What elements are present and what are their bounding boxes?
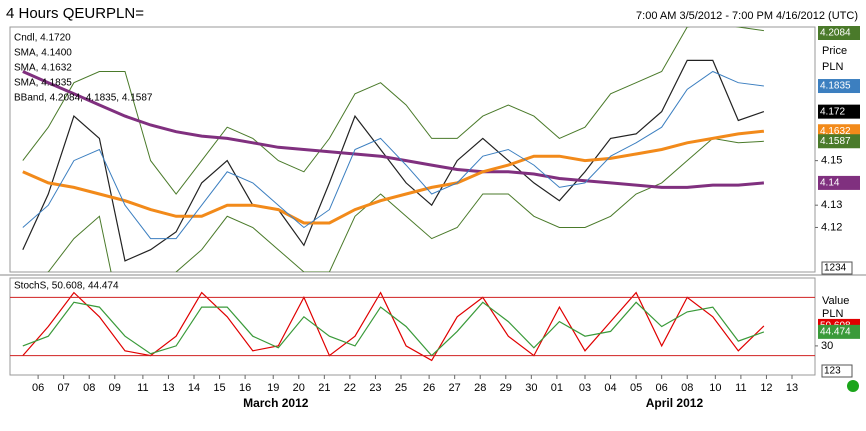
last-value-badge: 4.1632 xyxy=(820,126,851,137)
panel-tag-box xyxy=(821,261,853,275)
x-tick-label: 13 xyxy=(162,382,174,394)
month-label: April 2012 xyxy=(646,396,704,410)
y-tick-label: 4.13 xyxy=(821,199,842,211)
price-panel xyxy=(9,26,816,273)
series-line xyxy=(22,129,765,225)
legend-entry: SMA, 4.1632 xyxy=(14,63,72,74)
series-line xyxy=(22,291,765,362)
x-tick-label: 10 xyxy=(709,382,721,394)
last-value-badge-bg xyxy=(818,104,860,119)
band-badge-bg xyxy=(818,26,860,40)
date-range: 7:00 AM 3/5/2012 - 7:00 PM 4/16/2012 (UT… xyxy=(636,10,858,22)
x-tick-label: 20 xyxy=(293,382,305,394)
x-tick-label: 06 xyxy=(656,382,668,394)
series-line xyxy=(22,70,764,240)
last-value-badge: 4.172 xyxy=(820,106,845,117)
plot-area xyxy=(22,291,765,362)
x-tick-label: 12 xyxy=(760,382,772,394)
status-dot xyxy=(847,380,859,392)
band-lower xyxy=(47,137,764,272)
axis-label: Price xyxy=(822,45,847,57)
x-tick-label: 13 xyxy=(786,382,798,394)
x-tick-label: 09 xyxy=(109,382,121,394)
x-tick-label: 29 xyxy=(500,382,512,394)
series-line xyxy=(22,70,765,189)
last-value-badge-bg xyxy=(818,324,860,339)
band-badge: 4.1587 xyxy=(820,136,851,147)
x-tick-label: 08 xyxy=(83,382,95,394)
series-line xyxy=(22,301,765,357)
x-tick-label: 07 xyxy=(58,382,70,394)
unit-label: PLN xyxy=(822,308,843,320)
stoch-panel xyxy=(9,277,816,376)
x-tick-label: 27 xyxy=(449,382,461,394)
x-tick-label: 06 xyxy=(32,382,44,394)
x-tick-label: 05 xyxy=(630,382,642,394)
y-tick-label: 4.15 xyxy=(821,155,842,167)
x-tick-label: 22 xyxy=(344,382,356,394)
legend-entry: SMA, 4.1400 xyxy=(14,48,72,59)
last-value-badge-bg xyxy=(818,175,860,190)
x-tick-label: 14 xyxy=(188,382,200,394)
x-tick-label: 30 xyxy=(525,382,537,394)
last-value-badge: 44.474 xyxy=(820,327,851,338)
last-value-badge: 4.14 xyxy=(820,178,840,189)
x-tick-label: 11 xyxy=(735,382,746,394)
last-value-badge-bg xyxy=(818,79,860,94)
panel-tag-box xyxy=(821,364,853,378)
y-tick-label: 30 xyxy=(821,340,833,352)
x-tick-label: 11 xyxy=(137,382,148,394)
x-tick-label: 03 xyxy=(579,382,591,394)
last-value-badge: 4.1835 xyxy=(820,81,851,92)
x-tick-label: 28 xyxy=(474,382,486,394)
x-tick-label: 16 xyxy=(239,382,251,394)
legend-entry: Cndl, 4.1720 xyxy=(14,33,71,44)
x-tick-label: 26 xyxy=(423,382,435,394)
x-tick-label: 19 xyxy=(267,382,279,394)
band-badge: 4.2084 xyxy=(820,28,851,39)
panel-tag: 123 xyxy=(824,366,841,377)
series-line xyxy=(22,59,765,262)
y-tick-label: 4.12 xyxy=(821,221,842,233)
x-tick-label: 01 xyxy=(551,382,563,394)
plot-area xyxy=(22,27,765,272)
unit-label: PLN xyxy=(822,61,843,73)
band-upper xyxy=(22,27,764,195)
x-tick-label: 25 xyxy=(395,382,407,394)
legend-entry: BBand, 4.2084, 4.1835, 4.1587 xyxy=(14,93,153,104)
axis-label: Value xyxy=(822,295,849,307)
band-badge-bg xyxy=(818,134,860,149)
panel-tag: 1234 xyxy=(824,263,847,274)
x-tick-label: 21 xyxy=(318,382,330,394)
chart-title: 4 Hours QEURPLN= xyxy=(6,5,144,22)
x-tick-label: 15 xyxy=(213,382,225,394)
x-tick-label: 08 xyxy=(681,382,693,394)
legend-entry: StochS, 50.608, 44.474 xyxy=(14,281,119,292)
x-tick-label: 23 xyxy=(369,382,381,394)
x-tick-label: 04 xyxy=(604,382,616,394)
month-label: March 2012 xyxy=(243,396,309,410)
legend-entry: SMA, 4.1835 xyxy=(14,78,72,89)
